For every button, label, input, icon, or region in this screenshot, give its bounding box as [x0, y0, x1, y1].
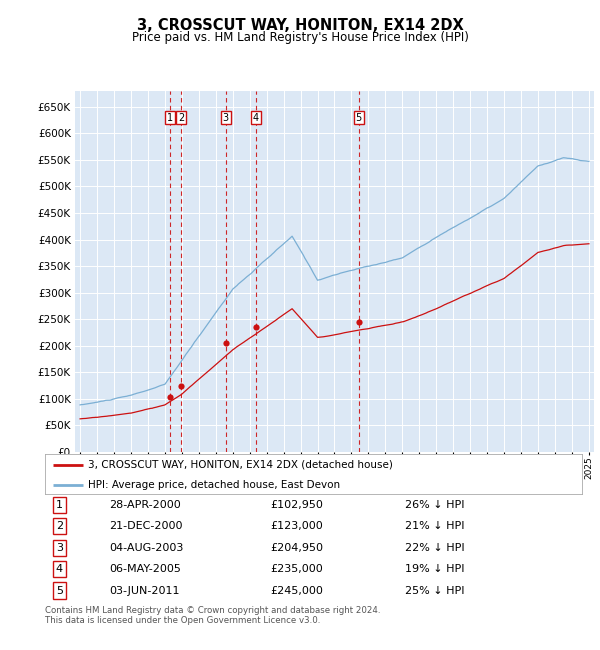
Text: 4: 4 — [253, 112, 259, 123]
Point — [354, 317, 364, 327]
Text: £102,950: £102,950 — [271, 500, 323, 510]
Text: 5: 5 — [355, 112, 362, 123]
Text: 3: 3 — [56, 543, 63, 552]
Text: 04-AUG-2003: 04-AUG-2003 — [109, 543, 184, 552]
Text: 1: 1 — [167, 112, 173, 123]
Text: 2: 2 — [178, 112, 184, 123]
Text: 28-APR-2000: 28-APR-2000 — [109, 500, 181, 510]
Text: Contains HM Land Registry data © Crown copyright and database right 2024.
This d: Contains HM Land Registry data © Crown c… — [45, 606, 380, 625]
Text: HPI: Average price, detached house, East Devon: HPI: Average price, detached house, East… — [88, 480, 340, 490]
Point — [166, 392, 175, 402]
Text: 3, CROSSCUT WAY, HONITON, EX14 2DX: 3, CROSSCUT WAY, HONITON, EX14 2DX — [137, 18, 463, 33]
Text: 03-JUN-2011: 03-JUN-2011 — [109, 586, 180, 595]
Text: 06-MAY-2005: 06-MAY-2005 — [109, 564, 181, 574]
Text: £245,000: £245,000 — [271, 586, 323, 595]
Text: 21-DEC-2000: 21-DEC-2000 — [109, 521, 183, 531]
Text: Price paid vs. HM Land Registry's House Price Index (HPI): Price paid vs. HM Land Registry's House … — [131, 31, 469, 44]
Text: 4: 4 — [56, 564, 63, 574]
Point — [176, 382, 186, 392]
Text: 26% ↓ HPI: 26% ↓ HPI — [405, 500, 464, 510]
Text: £235,000: £235,000 — [271, 564, 323, 574]
Text: 21% ↓ HPI: 21% ↓ HPI — [405, 521, 464, 531]
Text: 3: 3 — [223, 112, 229, 123]
Text: 2: 2 — [56, 521, 63, 531]
Text: 19% ↓ HPI: 19% ↓ HPI — [405, 564, 464, 574]
Text: £123,000: £123,000 — [271, 521, 323, 531]
Text: 25% ↓ HPI: 25% ↓ HPI — [405, 586, 464, 595]
Text: £204,950: £204,950 — [271, 543, 323, 552]
Point — [251, 322, 260, 332]
Text: 3, CROSSCUT WAY, HONITON, EX14 2DX (detached house): 3, CROSSCUT WAY, HONITON, EX14 2DX (deta… — [88, 460, 393, 470]
Text: 1: 1 — [56, 500, 63, 510]
Text: 22% ↓ HPI: 22% ↓ HPI — [405, 543, 464, 552]
Text: 5: 5 — [56, 586, 63, 595]
Point — [221, 338, 230, 348]
